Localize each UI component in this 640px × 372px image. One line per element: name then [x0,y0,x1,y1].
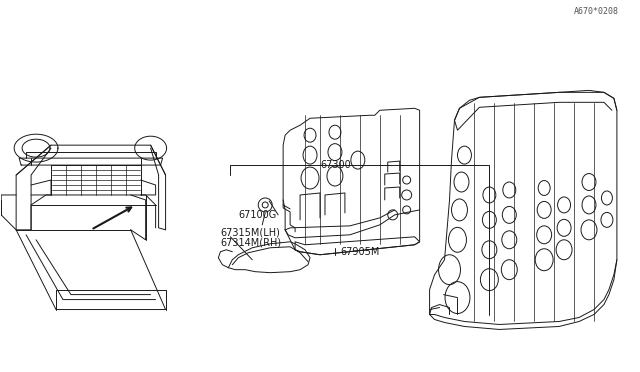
Text: 67300: 67300 [320,160,351,170]
Text: A670*0208: A670*0208 [574,7,619,16]
Text: 67315M(LH): 67315M(LH) [220,228,280,238]
Text: 67100G: 67100G [238,210,276,220]
Text: 67905M: 67905M [340,247,380,257]
Text: 67314M(RH): 67314M(RH) [220,238,282,248]
